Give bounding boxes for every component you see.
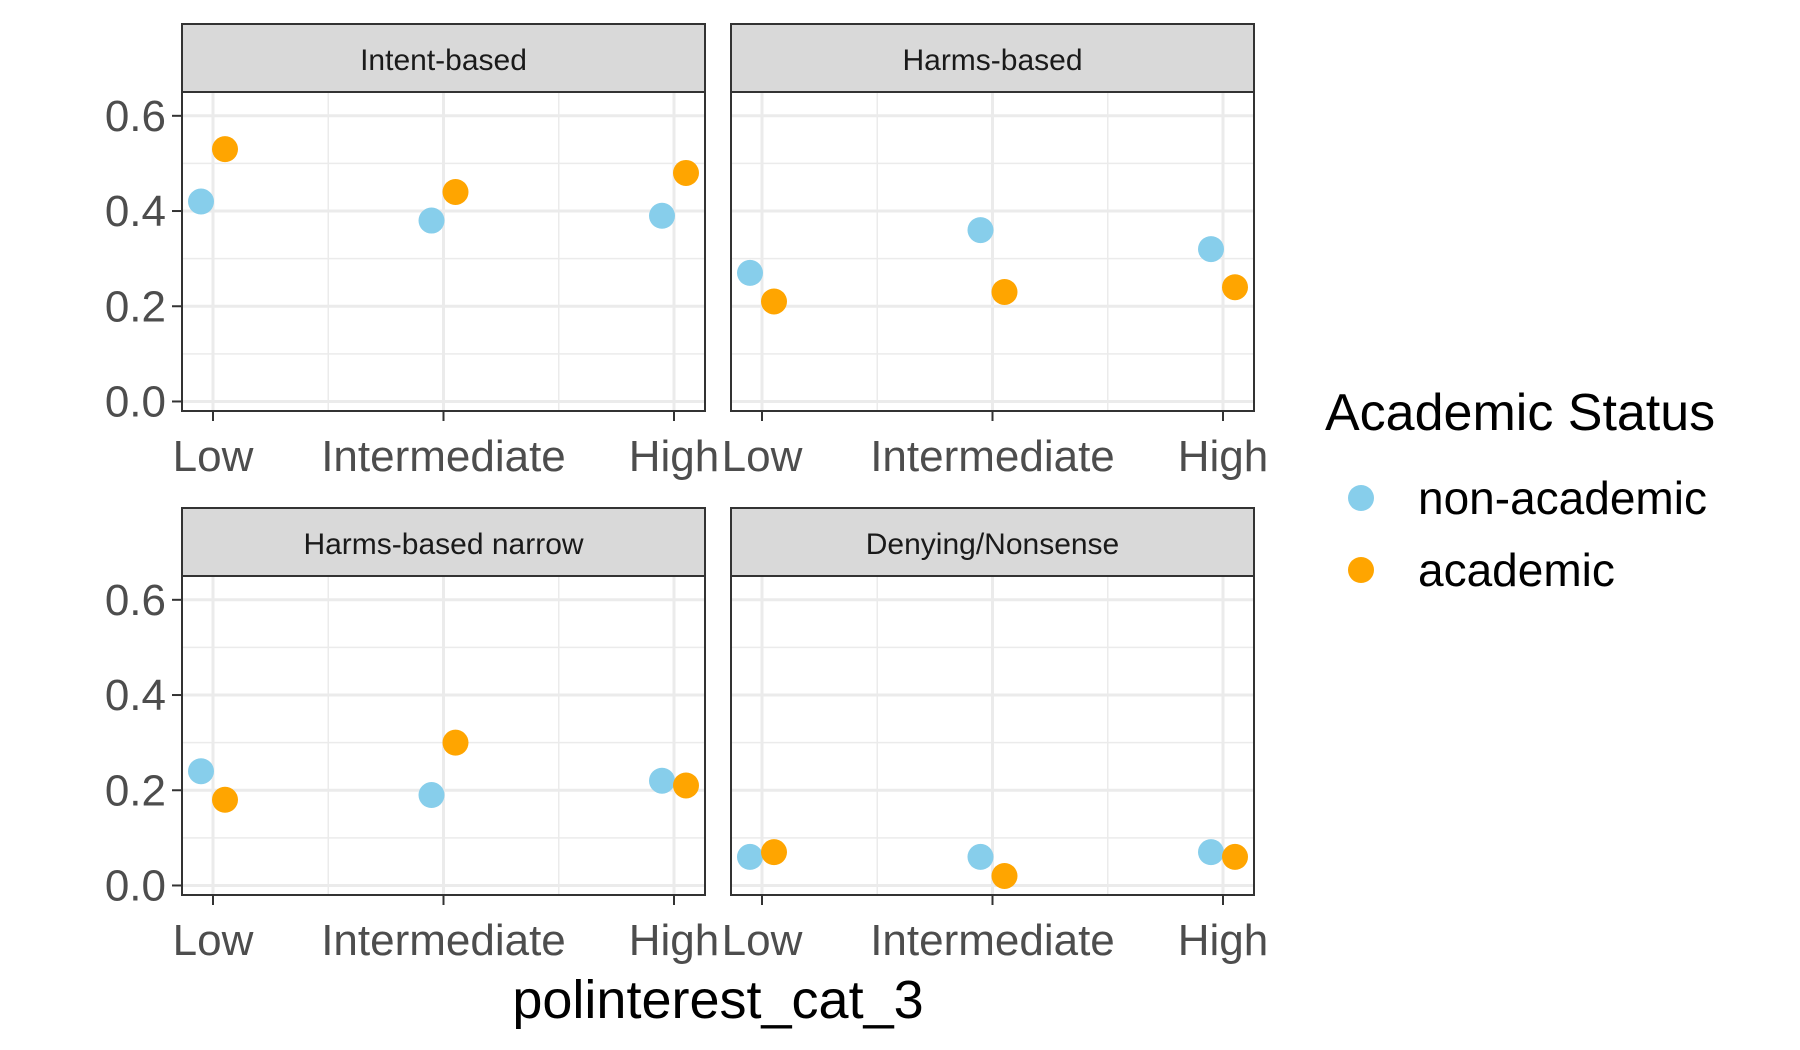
panel-title: Harms-based xyxy=(902,44,1082,77)
y-tick-label: 0.2 xyxy=(105,766,166,815)
x-tick-label: Intermediate xyxy=(321,916,566,965)
x-tick-label: Intermediate xyxy=(870,916,1115,965)
x-tick-label: Low xyxy=(173,432,254,481)
point-non-academic-low xyxy=(737,843,763,870)
x-tick-label: High xyxy=(1178,432,1269,481)
point-academic-intermediate xyxy=(991,278,1018,305)
panel-title: Harms-based narrow xyxy=(303,528,583,561)
panel-strip xyxy=(730,23,1255,93)
y-tick-label: 0.0 xyxy=(105,861,166,910)
point-academic-high xyxy=(1222,274,1248,301)
panel-intent-based: Intent-based 0.0 0.2 0.4 0.6 Low Intermediate H… xyxy=(105,23,720,481)
legend-item-non-academic: non-academic xyxy=(1348,472,1707,524)
point-academic-high xyxy=(673,159,699,186)
panel-strip xyxy=(181,507,706,577)
point-academic-low xyxy=(761,288,787,315)
y-tick-label: 0.6 xyxy=(105,576,166,625)
y-tick-label: 0.0 xyxy=(105,377,166,426)
point-academic-high xyxy=(1222,843,1248,870)
point-academic-intermediate xyxy=(442,178,469,205)
legend-label: academic xyxy=(1418,544,1615,596)
point-non-academic-intermediate xyxy=(418,782,445,809)
x-axis-title: polinterest_cat_3 xyxy=(512,970,923,1030)
point-academic-low xyxy=(212,136,238,163)
point-non-academic-high xyxy=(649,767,675,794)
panel-border xyxy=(730,91,1255,412)
point-non-academic-low xyxy=(188,188,214,215)
x-tick-label: High xyxy=(629,432,720,481)
legend-item-academic: academic xyxy=(1348,544,1615,596)
x-tick-label: Intermediate xyxy=(321,432,566,481)
panel-border xyxy=(730,575,1255,896)
x-tick-label: Low xyxy=(722,432,803,481)
point-academic-intermediate xyxy=(442,729,469,756)
panel-harms-based: Harms-based Low Intermediate High xyxy=(722,23,1269,481)
point-academic-intermediate xyxy=(991,862,1018,889)
panel-border xyxy=(181,575,706,896)
point-academic-high xyxy=(673,772,699,799)
panel-strip xyxy=(181,23,706,93)
point-non-academic-high xyxy=(1198,236,1224,263)
panel-denying-nonsense: Denying/Nonsense Low Intermediate High xyxy=(722,507,1269,965)
panel-harms-based-narrow: Harms-based narrow 0.0 0.2 0.4 0.6 Low Interme… xyxy=(105,507,720,965)
panel-title: Intent-based xyxy=(360,44,527,77)
x-tick-label: High xyxy=(629,916,720,965)
point-non-academic-high xyxy=(649,202,675,229)
panel-strip xyxy=(730,507,1255,577)
point-non-academic-low xyxy=(737,259,763,286)
point-non-academic-intermediate xyxy=(418,207,445,234)
y-tick-label: 0.4 xyxy=(105,187,166,236)
point-non-academic-low xyxy=(188,758,214,785)
legend-key xyxy=(1348,485,1374,511)
legend-label: non-academic xyxy=(1418,472,1707,524)
panel-border xyxy=(181,91,706,412)
panel-title: Denying/Nonsense xyxy=(866,528,1120,561)
x-tick-label: Low xyxy=(173,916,254,965)
legend-key xyxy=(1348,557,1374,583)
point-non-academic-intermediate xyxy=(967,843,994,870)
x-tick-label: Low xyxy=(722,916,803,965)
point-non-academic-high xyxy=(1198,839,1224,866)
point-academic-low xyxy=(761,839,787,866)
legend-title: Academic Status xyxy=(1325,384,1715,442)
y-tick-label: 0.2 xyxy=(105,282,166,331)
point-academic-low xyxy=(212,786,238,813)
legend: Academic Status non-academic academic xyxy=(1325,384,1715,596)
x-tick-label: Intermediate xyxy=(870,432,1115,481)
point-non-academic-intermediate xyxy=(967,217,994,244)
y-tick-label: 0.6 xyxy=(105,92,166,141)
x-tick-label: High xyxy=(1178,916,1269,965)
y-tick-label: 0.4 xyxy=(105,671,166,720)
